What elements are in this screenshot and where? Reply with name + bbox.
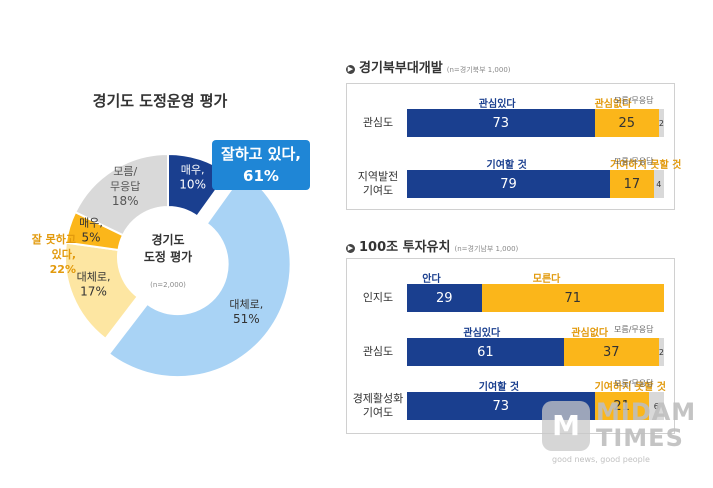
bar-segment-header: 관심있다 [478,99,516,110]
bar-row-label: 관심도 [362,345,394,358]
donut-slice-label: 모름/무응답 18% [110,165,140,208]
bar-row-label: 인지도 [362,291,394,304]
section-title-invest-text: 100조 투자유치 [359,240,451,255]
bad-group-value: 22% [49,263,76,276]
bar-segment-header: 모른다 [532,274,561,285]
good-callout: 잘하고 있다, 61% [212,140,310,190]
bar-segment-header: 기여하지 못할 것 [610,160,682,171]
donut-center-note: (n=2,000) [150,281,186,289]
bar-segment: 2 [658,338,664,366]
bar-segment: 61 [407,338,564,366]
bar-segment-header: 모름/무응답 [614,157,654,166]
bar-segment-header: 기여할 것 [486,160,527,171]
section-note-north: (n=경기북부 1,000) [446,66,511,74]
stacked-bar: 79 17 4 [407,170,664,198]
bar-segment-header: 기여하지 못할 것 [594,382,666,393]
donut-slice-label: 대체로, 17% [77,271,111,299]
watermark-badge-icon: M [542,401,590,451]
bullet-icon: ▶ [346,65,355,74]
bar-segment: 25 [594,109,659,137]
bar-segment-header: 관심없다 [571,328,609,339]
bar-segment: 4 [653,170,664,198]
donut-title: 경기도 도정운영 평가 [92,92,228,110]
stacked-bar: 73 25 2 [407,109,664,137]
section-title-north: ▶ 경기북부대개발 (n=경기북부 1,000) [346,57,511,76]
watermark-name-line2: TIMES [596,424,684,452]
good-callout-value: 61% [243,167,279,185]
bar-segment: 2 [658,109,664,137]
donut-chart: 경기도 도정운영 평가 매우, 10% 대체로, 51% 대체로, 17% 매우, 5% 모름/… [0,0,330,488]
stacked-bar: 29 71 [407,284,664,312]
bar-segment: 6 [648,392,664,420]
bar-segment: 21 [594,392,649,420]
bar-row-label: 관심도 [362,116,394,129]
bar-segment-header: 모름/무응답 [614,379,654,388]
section-note-invest: (n=경기남부 1,000) [454,245,519,253]
bad-group-text-line: 잘 못하고 [31,233,76,246]
bar-row-label: 경제활성화 기여도 [352,392,404,419]
bad-group-text-line: 있다, [51,248,76,261]
bar-segment: 79 [407,170,611,198]
donut-slice [73,152,169,237]
donut-slice-label: 매우, 10% [179,163,206,191]
bar-segment: 29 [407,284,482,312]
donut-slice-label: 대체로, 51% [229,298,263,326]
watermark-tagline: good news, good people [552,455,650,464]
watermark-name-line1: MIDAM [596,398,697,426]
bullet-icon: ▶ [346,244,355,253]
donut-slice [107,170,292,379]
bar-segment-header: 모름/무응답 [614,325,654,334]
bar-segment-header: 관심있다 [463,328,501,339]
good-callout-label: 잘하고 있다, [221,145,301,163]
bar-segment-header: 기여할 것 [478,382,520,393]
donut-center-label: 경기도 도정 평가 [144,232,192,264]
bar-segment-header: 모름/무응답 [614,96,654,105]
bar-segment: 17 [610,170,654,198]
donut-svg: 매우, 10% 대체로, 51% 대체로, 17% 매우, 5% 모름/무응답 18%경기도 도정 … [64,152,292,379]
bar-segment: 71 [481,284,664,312]
watermark-logo: M MIDAM TIMES good news, good people [542,397,702,467]
section-title-north-text: 경기북부대개발 [359,61,443,76]
bar-row-label: 지역발전 기여도 [357,170,399,197]
watermark-name: MIDAM TIMES [596,399,696,451]
bar-segment-header: 안다 [422,274,441,285]
donut-slice-label: 매우, 5% [79,217,103,245]
bar-segment: 73 [407,109,595,137]
stacked-bar: 61 37 2 [407,338,664,366]
section-title-invest: ▶ 100조 투자유치 (n=경기남부 1,000) [346,236,518,255]
bar-segment-header: 관심없다 [594,99,632,110]
bar-segment: 37 [563,338,659,366]
